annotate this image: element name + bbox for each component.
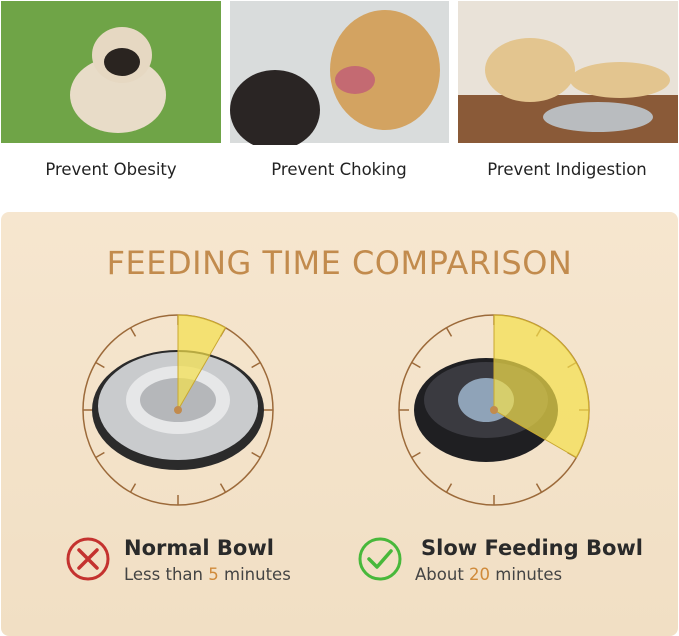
cross-icon (66, 537, 110, 581)
desc-suffix: minutes (224, 565, 291, 584)
clock-tick (251, 451, 261, 459)
clock-tick (219, 483, 227, 493)
clock-slow (398, 314, 590, 506)
desc-minutes: 20 (469, 565, 491, 584)
clock-tick (535, 483, 543, 493)
benefit-label: Prevent Obesity (45, 160, 177, 179)
bowl-desc: About 20 minutes (415, 565, 562, 584)
clock-tick (129, 483, 137, 493)
clock-tick (411, 451, 421, 459)
clock-tick (251, 361, 261, 369)
clock-tick (445, 327, 453, 337)
clock-tick (445, 483, 453, 493)
desc-prefix: About (415, 565, 464, 584)
clocks (82, 314, 590, 506)
clock-tick (129, 327, 137, 337)
benefit-label: Prevent Indigestion (487, 160, 647, 179)
benefit-label: Prevent Choking (271, 160, 407, 179)
comparison-title: FEEDING TIME COMPARISON (106, 244, 573, 282)
photos (1, 1, 678, 145)
clock-tick (411, 361, 421, 369)
desc-prefix: Less than (124, 565, 203, 584)
bowl-desc: Less than 5 minutes (124, 565, 291, 584)
check-icon (358, 537, 402, 581)
desc-minutes: 5 (208, 565, 219, 584)
bowl-name: Normal Bowl (124, 536, 274, 560)
bowl-name: Slow Feeding Bowl (421, 536, 643, 560)
clock-tick (95, 361, 105, 369)
clock-tick (95, 451, 105, 459)
clock-normal (82, 314, 274, 506)
desc-suffix: minutes (495, 565, 563, 584)
